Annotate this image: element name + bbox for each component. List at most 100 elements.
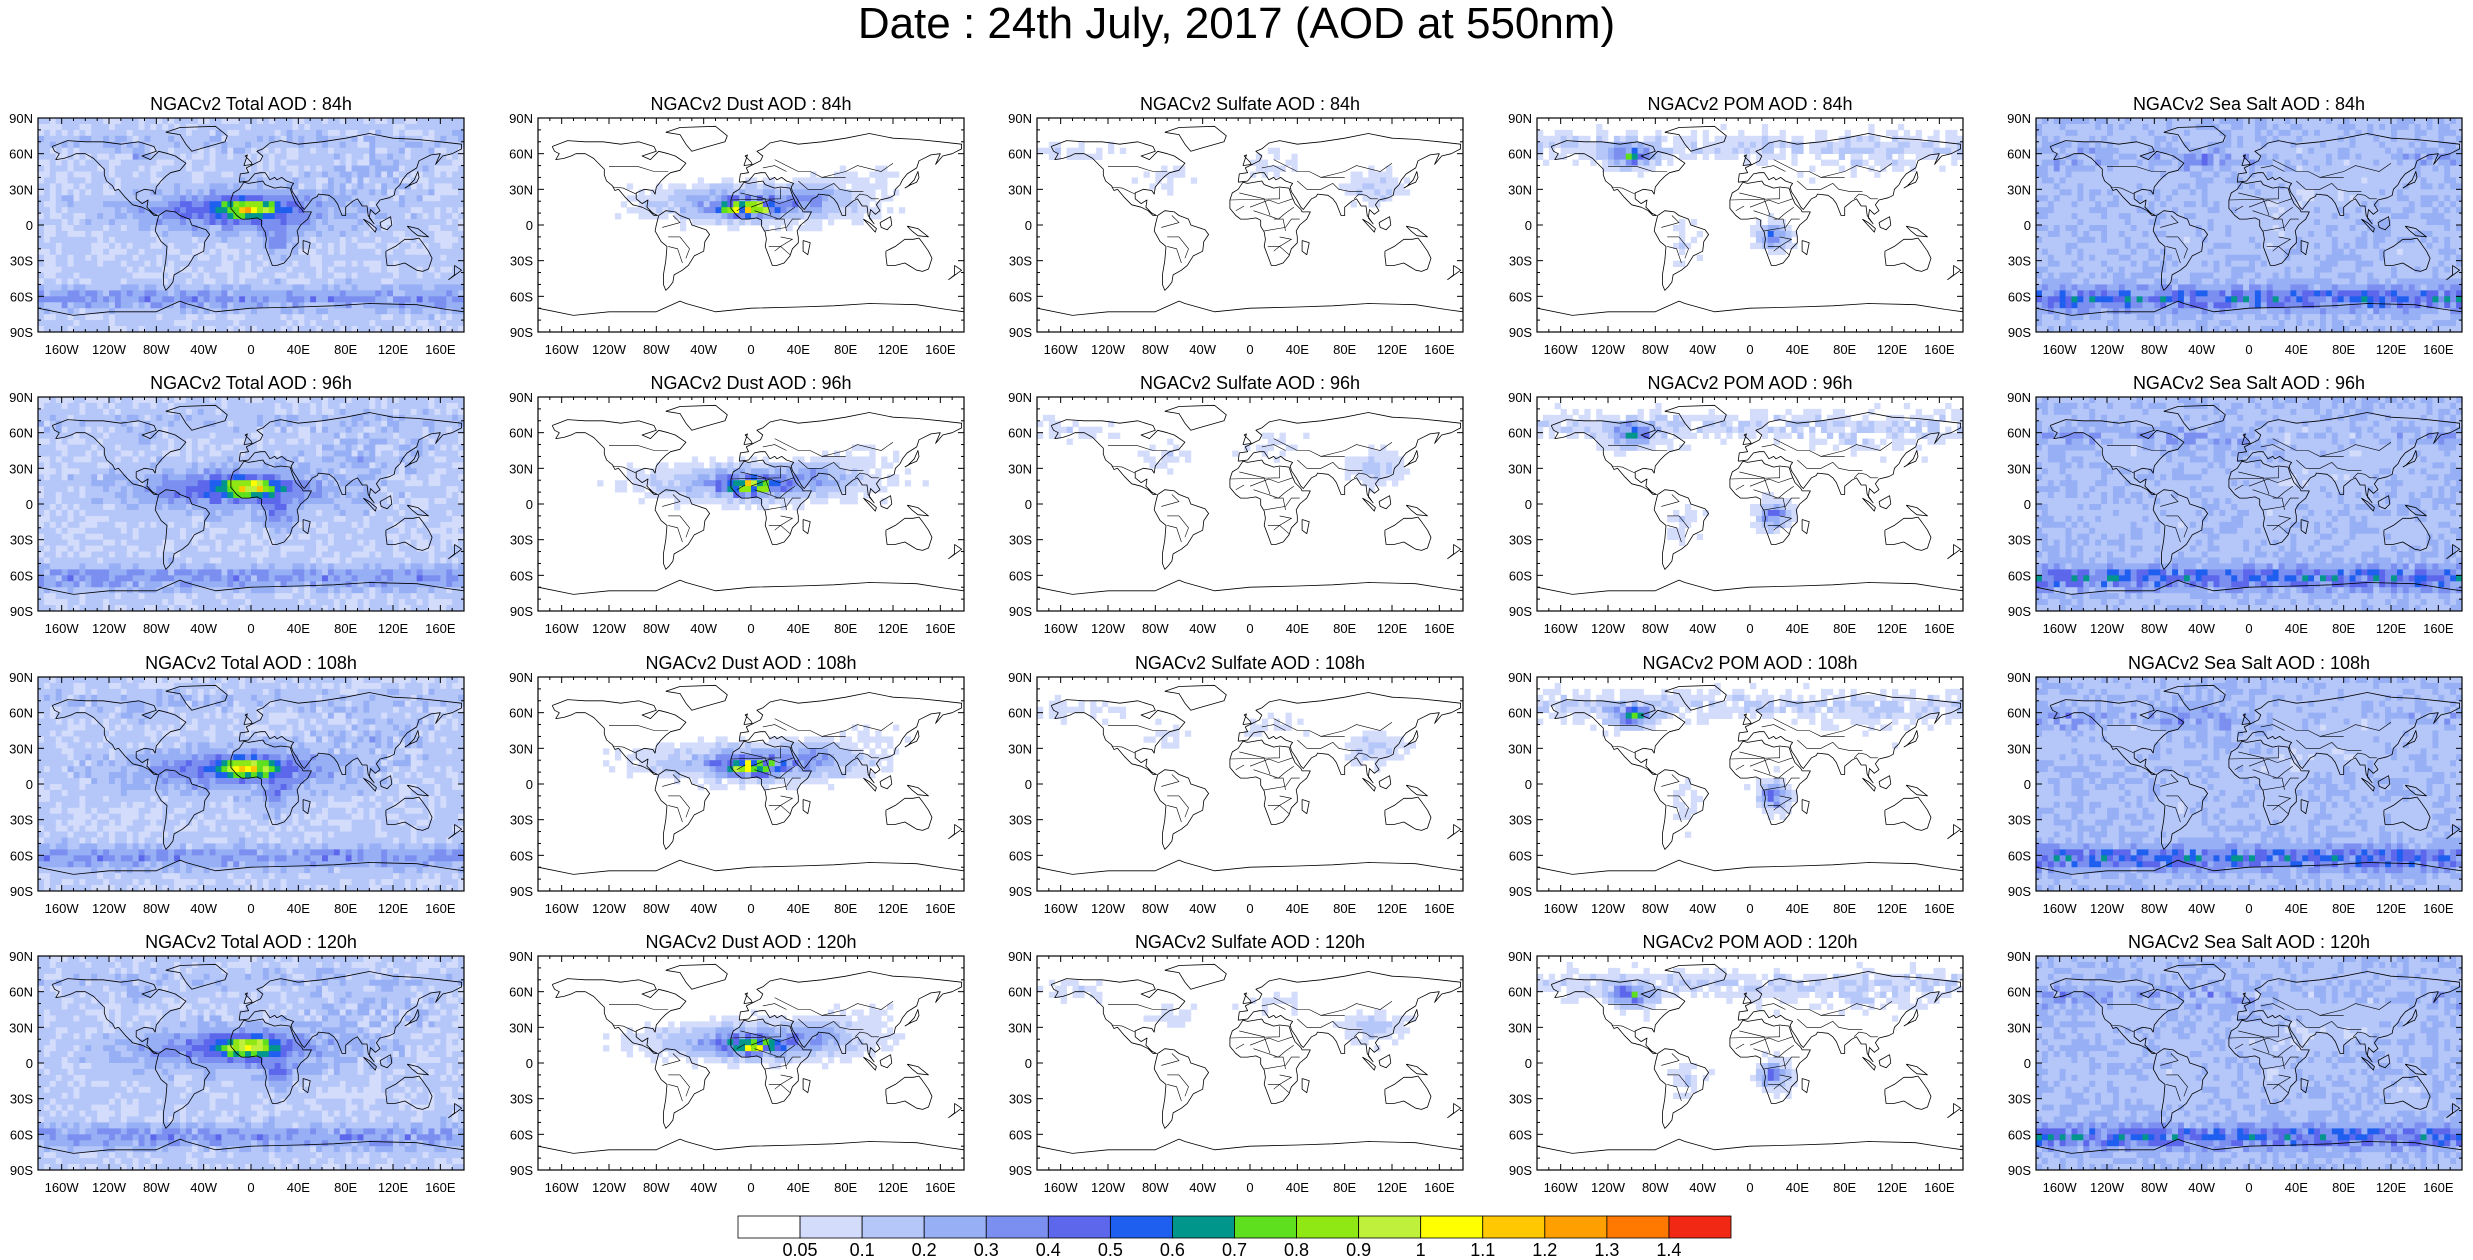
aod-cell (62, 130, 68, 136)
aod-cell (50, 160, 56, 166)
aod-cell (50, 189, 56, 195)
aod-cell (399, 201, 405, 207)
aod-cell (346, 213, 352, 219)
aod-cell (405, 124, 411, 130)
aod-cell (139, 124, 145, 130)
aod-cell (358, 213, 364, 219)
aod-cell (174, 177, 180, 183)
aod-cell (233, 118, 239, 124)
aod-cell (358, 160, 364, 166)
aod-cell (210, 207, 216, 213)
aod-cell (139, 183, 145, 189)
aod-cell (334, 148, 340, 154)
aod-cell (363, 118, 369, 124)
aod-cell (103, 154, 109, 160)
aod-cell (79, 201, 85, 207)
aod-cell (352, 130, 358, 136)
aod-cell (369, 177, 375, 183)
aod-cell (133, 124, 139, 130)
aod-cell (216, 148, 222, 154)
aod-cell (221, 201, 227, 207)
aod-cell (127, 183, 133, 189)
aod-cell (162, 136, 168, 142)
aod-cell (56, 160, 62, 166)
aod-cell (292, 166, 298, 172)
aod-cell (399, 142, 405, 148)
aod-cell (198, 189, 204, 195)
aod-cell (38, 225, 44, 231)
aod-cell (216, 195, 222, 201)
aod-cell (68, 195, 74, 201)
aod-cell (38, 201, 44, 207)
aod-cell (127, 207, 133, 213)
aod-cell (251, 124, 257, 130)
aod-cell (322, 130, 328, 136)
aod-cell (405, 118, 411, 124)
aod-cell (263, 136, 269, 142)
aod-cell (275, 142, 281, 148)
aod-cell (328, 219, 334, 225)
aod-cell (352, 172, 358, 178)
aod-cell (127, 148, 133, 154)
aod-cell (452, 177, 458, 183)
aod-cell (381, 201, 387, 207)
aod-cell (68, 225, 74, 231)
aod-cell (115, 172, 121, 178)
aod-cell (85, 166, 91, 172)
aod-cell (375, 160, 381, 166)
aod-cell (162, 201, 168, 207)
aod-cell (334, 142, 340, 148)
aod-cell (109, 219, 115, 225)
aod-cell (340, 225, 346, 231)
aod-cell (292, 160, 298, 166)
aod-cell (405, 154, 411, 160)
aod-cell (369, 183, 375, 189)
aod-cell (239, 166, 245, 172)
aod-cell (56, 213, 62, 219)
aod-cell (340, 130, 346, 136)
aod-cell (257, 225, 263, 231)
aod-cell (423, 219, 429, 225)
aod-cell (38, 172, 44, 178)
aod-cell (150, 160, 156, 166)
aod-cell (91, 177, 97, 183)
aod-cell (452, 154, 458, 160)
aod-cell (186, 172, 192, 178)
aod-cell (363, 136, 369, 142)
aod-cell (446, 189, 452, 195)
aod-cell (91, 231, 97, 237)
aod-cell (399, 189, 405, 195)
aod-cell (369, 118, 375, 124)
aod-cell (429, 160, 435, 166)
aod-cell (156, 154, 162, 160)
aod-cell (133, 177, 139, 183)
aod-cell (227, 124, 233, 130)
aod-cell (346, 207, 352, 213)
aod-cell (452, 160, 458, 166)
aod-cell (346, 195, 352, 201)
aod-cell (133, 213, 139, 219)
aod-cell (263, 201, 269, 207)
aod-cell (434, 201, 440, 207)
aod-cell (358, 142, 364, 148)
aod-cell (287, 195, 293, 201)
aod-cell (446, 207, 452, 213)
aod-cell (381, 189, 387, 195)
aod-cell (150, 195, 156, 201)
aod-cell (156, 201, 162, 207)
aod-cell (263, 219, 269, 225)
aod-cell (174, 201, 180, 207)
aod-cell (62, 225, 68, 231)
aod-cell (121, 124, 127, 130)
aod-cell (91, 189, 97, 195)
aod-cell (423, 136, 429, 142)
aod-cell (316, 207, 322, 213)
aod-cell (334, 189, 340, 195)
aod-cell (162, 130, 168, 136)
aod-cell (127, 225, 133, 231)
aod-cell (399, 166, 405, 172)
aod-cell (74, 183, 80, 189)
aod-cell (68, 130, 74, 136)
aod-cell (411, 207, 417, 213)
aod-cell (91, 213, 97, 219)
